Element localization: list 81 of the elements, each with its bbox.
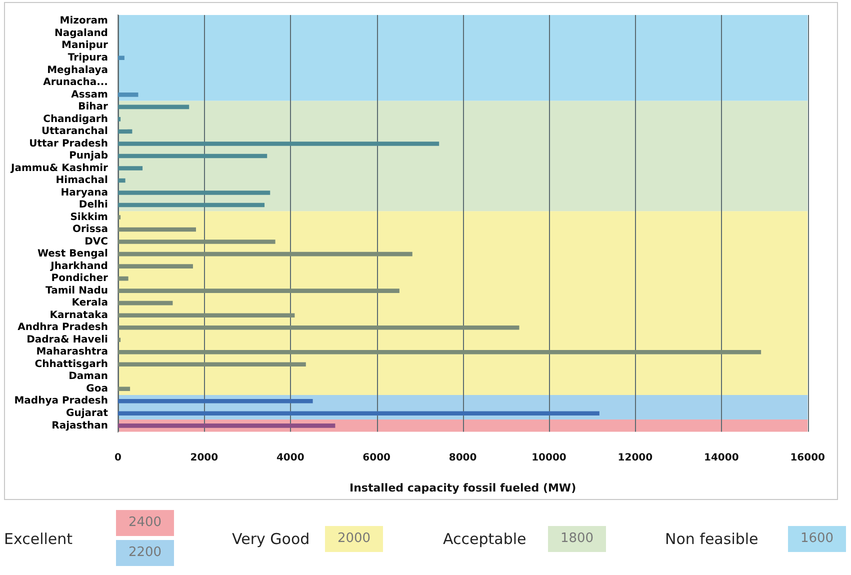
y-tick-label: Chhattisgarh — [34, 358, 108, 370]
x-tick-label: 12000 — [618, 452, 653, 464]
x-tick-label: 10000 — [532, 452, 566, 464]
bar — [118, 276, 128, 281]
y-tick-label: Manipur — [62, 40, 108, 52]
y-tick-label: Tripura — [68, 52, 108, 64]
bar — [118, 117, 121, 122]
bar — [118, 154, 268, 158]
y-tick-label: Sikkim — [70, 212, 108, 223]
y-tick-label: Tamil Nadu — [46, 285, 108, 296]
x-tick-label: 4000 — [276, 452, 304, 464]
y-tick-label: Dadra& Haveli — [26, 334, 108, 346]
text: 2200 — [116, 540, 174, 566]
text: Excellent — [4, 530, 73, 548]
y-tick-label: Karnataka — [50, 310, 108, 321]
bar — [118, 264, 193, 268]
x-tick-label: 6000 — [362, 452, 391, 464]
bar — [118, 300, 173, 306]
x-tick-label: 8000 — [448, 452, 477, 464]
y-tick-label: Maharashtra — [36, 346, 108, 358]
bar — [118, 252, 412, 256]
y-tick-label: DVC — [84, 236, 108, 248]
x-tick-label: 16000 — [790, 452, 826, 464]
y-tick-label: Rajasthan — [52, 420, 108, 432]
x-tick-label: 2000 — [190, 452, 218, 464]
y-tick-label: Daman — [68, 371, 108, 382]
bar — [118, 386, 130, 392]
y-tick-label: West Bengal — [37, 248, 108, 260]
y-tick-label: Nagaland — [54, 28, 108, 39]
bar — [118, 202, 265, 208]
y-tick-label: Assam — [71, 89, 108, 100]
y-tick-label: Orissa — [72, 224, 108, 236]
bar — [118, 166, 143, 170]
bar — [118, 350, 762, 354]
y-tick-label: Uttar Pradesh — [29, 138, 108, 150]
text: 2000 — [325, 526, 383, 552]
bar — [118, 424, 336, 428]
y-tick-label: Haryana — [60, 187, 108, 198]
text: 2400 — [116, 510, 174, 536]
bar — [118, 325, 520, 330]
y-tick-label: Chandigarh — [43, 114, 108, 125]
y-tick-label: Pondicher — [51, 273, 108, 284]
y-tick-label: Punjab — [69, 150, 108, 162]
text: 1800 — [548, 526, 606, 552]
y-tick-label: Madhya Pradesh — [14, 396, 108, 407]
x-tick-label: 14000 — [704, 452, 739, 464]
y-tick-label: Bihar — [78, 102, 108, 113]
x-axis-title: Installed capacity fossil fueled (MW) — [349, 481, 576, 494]
bar — [118, 142, 440, 146]
text: Acceptable — [443, 530, 526, 548]
bar — [118, 338, 121, 342]
bar — [118, 92, 138, 97]
bar — [118, 362, 306, 367]
bar — [118, 178, 126, 183]
bar — [118, 288, 400, 293]
y-tick-label: Jharkhand — [50, 260, 108, 272]
bar — [118, 190, 270, 195]
y-tick-label: Arunacha... — [43, 77, 108, 88]
bar — [118, 56, 124, 60]
bar — [118, 104, 190, 110]
y-tick-label: Meghalaya — [47, 64, 108, 76]
y-tick-label: Mizoram — [60, 16, 108, 27]
bar — [118, 215, 121, 220]
text: 1600 — [788, 526, 846, 552]
text: Non feasible — [665, 530, 758, 548]
y-tick-label: Jammu& Kashmir — [10, 162, 108, 174]
bar — [118, 129, 132, 134]
bar — [118, 240, 276, 244]
y-tick-label: Gujarat — [66, 408, 108, 420]
y-tick-label: Goa — [86, 383, 108, 394]
bar — [118, 227, 196, 232]
bar — [118, 399, 313, 404]
y-tick-label: Andhra Pradesh — [18, 322, 108, 334]
x-tick-label: 0 — [114, 452, 122, 464]
text: Very Good — [232, 530, 310, 548]
bar — [118, 313, 295, 318]
y-tick-label: Kerala — [72, 298, 108, 309]
y-tick-label: Himachal — [56, 175, 108, 186]
y-tick-label: Uttaranchal — [42, 126, 108, 138]
y-tick-label: Delhi — [78, 200, 108, 211]
bar — [118, 411, 600, 416]
